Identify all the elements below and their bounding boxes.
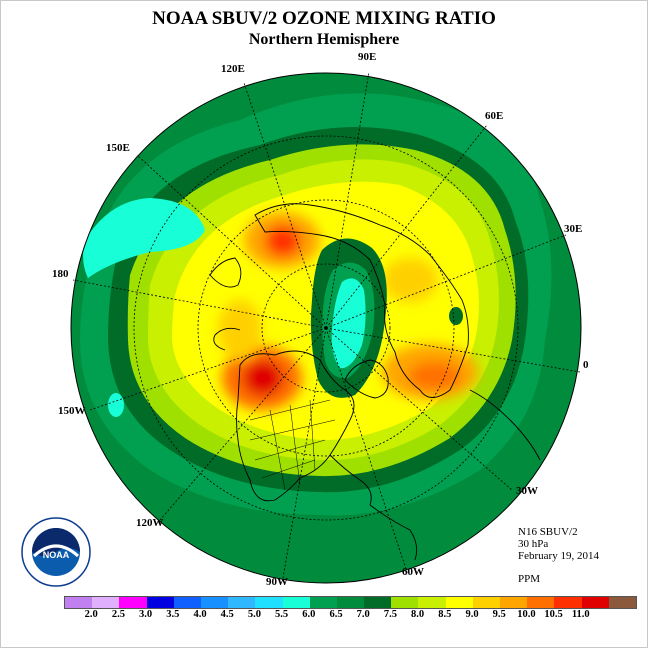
colorbar-tick-label: 2.0 bbox=[84, 609, 98, 620]
colorbar-tick-label: 9.0 bbox=[465, 609, 479, 620]
lon-label-90w: 90W bbox=[266, 576, 288, 588]
colorbar-tick-label: 6.0 bbox=[302, 609, 316, 620]
colorbar-swatch bbox=[92, 597, 120, 608]
instrument-label: N16 SBUV/2 bbox=[518, 526, 578, 538]
colorbar-swatch bbox=[608, 597, 636, 608]
lon-label-150e: 150E bbox=[106, 142, 130, 154]
lon-label-120e: 120E bbox=[221, 63, 245, 75]
colorbar-swatch bbox=[500, 597, 528, 608]
graticule bbox=[72, 71, 581, 579]
noaa-logo: NOAA bbox=[21, 517, 91, 587]
colorbar-tick-label: 5.5 bbox=[275, 609, 289, 620]
colorbar-tick-label: 6.5 bbox=[329, 609, 343, 620]
lon-label-60w: 60W bbox=[402, 566, 424, 578]
colorbar-swatch bbox=[472, 597, 500, 608]
colorbar-tick-label: 2.5 bbox=[111, 609, 125, 620]
colorbar-tick-label: 7.5 bbox=[383, 609, 397, 620]
colorbar bbox=[64, 596, 637, 609]
lon-label-120w: 120W bbox=[136, 517, 164, 529]
map-border bbox=[70, 72, 582, 584]
level-label: 30 hPa bbox=[518, 538, 549, 550]
colorbar-swatch bbox=[255, 597, 283, 608]
colorbar-tick-label: 10.5 bbox=[544, 609, 563, 620]
colorbar-swatch bbox=[173, 597, 201, 608]
colorbar-tick-label: 7.0 bbox=[356, 609, 370, 620]
colorbar-tick-label: 10.0 bbox=[517, 609, 536, 620]
lon-label-90e: 90E bbox=[358, 51, 377, 63]
lon-label-150w: 150W bbox=[58, 405, 86, 417]
state-boundaries bbox=[249, 399, 336, 491]
colorbar-tick-label: 11.0 bbox=[571, 609, 590, 620]
colorbar-swatch bbox=[65, 597, 93, 608]
cyan-patch-pacific bbox=[83, 198, 205, 278]
colorbar-swatch bbox=[336, 597, 365, 608]
coastlines bbox=[209, 203, 541, 561]
colorbar-swatch bbox=[282, 597, 310, 608]
colorbar-tick-label: 3.5 bbox=[166, 609, 180, 620]
colorbar-tick-label: 4.0 bbox=[193, 609, 207, 620]
colorbar-swatch bbox=[309, 597, 337, 608]
lon-label-60e: 60E bbox=[485, 110, 504, 122]
colorbar-tick-label: 8.5 bbox=[438, 609, 452, 620]
units-label: PPM bbox=[518, 573, 541, 585]
page-subtitle: Northern Hemisphere bbox=[248, 31, 400, 48]
colorbar-swatch bbox=[581, 597, 609, 608]
colorbar-tick-label: 9.5 bbox=[492, 609, 506, 620]
colorbar-tick-label: 5.0 bbox=[247, 609, 261, 620]
colorbar-swatch bbox=[200, 597, 229, 608]
colorbar-swatch bbox=[418, 597, 446, 608]
lon-label-0: 0 bbox=[583, 359, 589, 371]
colorbar-swatch bbox=[146, 597, 174, 608]
colorbar-swatch bbox=[228, 597, 256, 608]
green-spot bbox=[449, 307, 463, 325]
lon-label-30w: 30W bbox=[516, 485, 538, 497]
colorbar-swatch bbox=[445, 597, 473, 608]
colorbar-tick-label: 3.0 bbox=[139, 609, 153, 620]
colorbar-swatch bbox=[527, 597, 555, 608]
colorbar-swatch bbox=[554, 597, 582, 608]
lon-label-30e: 30E bbox=[564, 223, 583, 235]
colorbar-swatch bbox=[391, 597, 419, 608]
date-label: February 19, 2014 bbox=[518, 550, 599, 562]
logo-text: NOAA bbox=[43, 550, 70, 560]
vortex-core bbox=[331, 278, 366, 369]
colorbar-swatch bbox=[119, 597, 147, 608]
page-title: NOAA SBUV/2 OZONE MIXING RATIO bbox=[152, 8, 496, 29]
colorbar-tick-label: 4.5 bbox=[220, 609, 234, 620]
colorbar-swatch bbox=[364, 597, 392, 608]
colorbar-tick-label: 8.0 bbox=[411, 609, 425, 620]
lon-label-180: 180 bbox=[52, 268, 69, 280]
cyan-patch-small bbox=[108, 393, 124, 417]
